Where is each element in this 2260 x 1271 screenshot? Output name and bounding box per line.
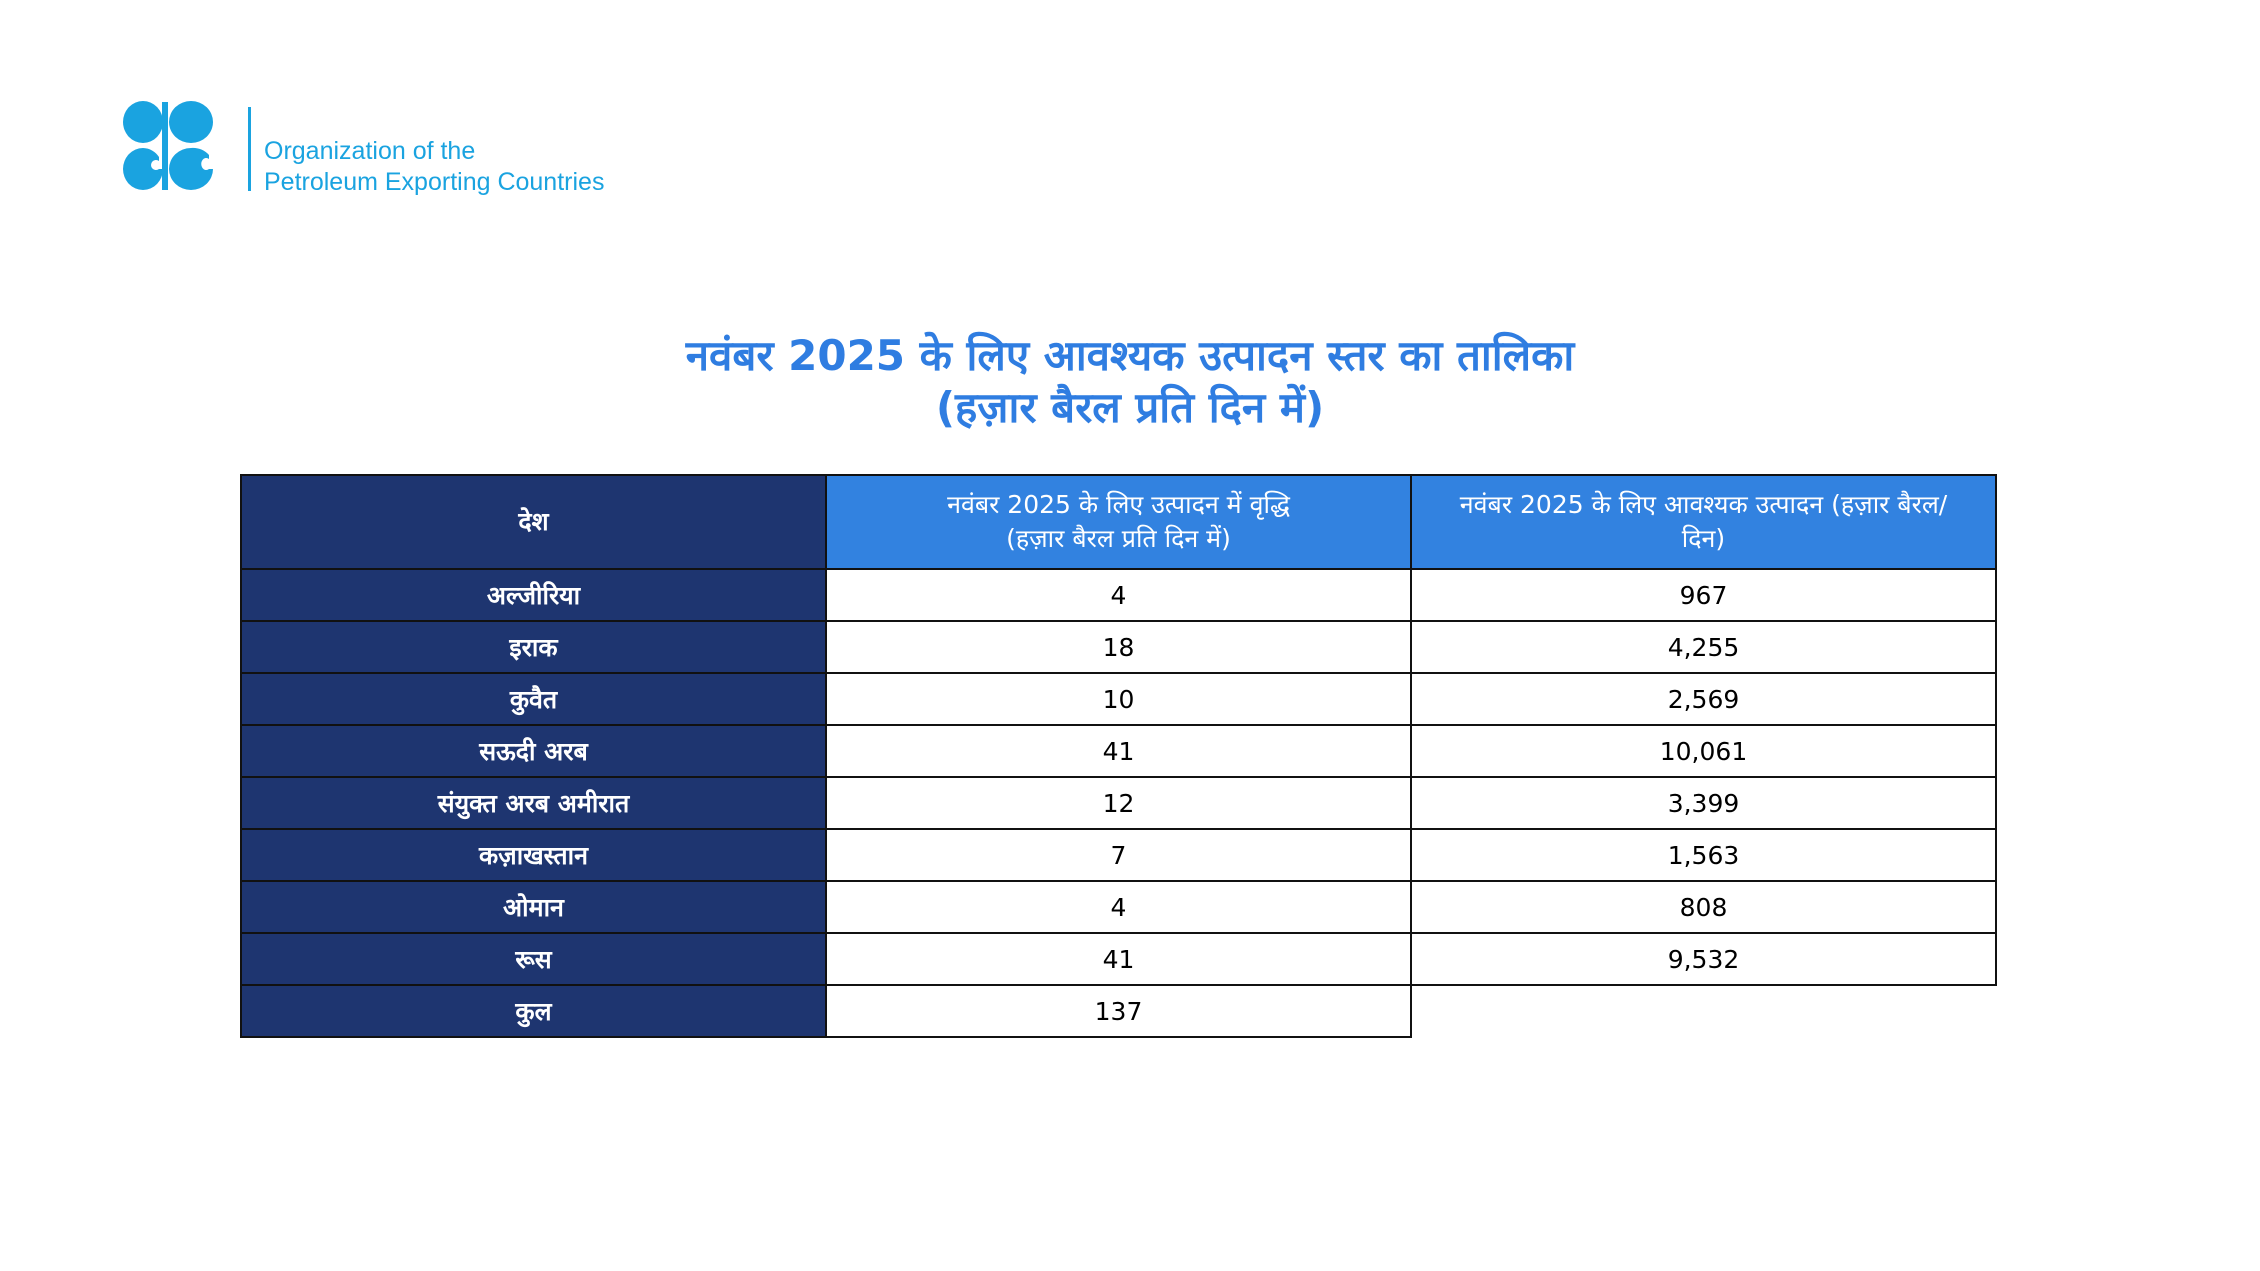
- increase-cell: 41: [825, 932, 1412, 986]
- org-name-line1: Organization of the: [264, 137, 476, 165]
- header-increase-line2: (हज़ार बैरल प्रति दिन में): [1006, 524, 1231, 553]
- table-row: रूस 41 9,532: [240, 932, 1997, 986]
- page-title: नवंबर 2025 के लिए आवश्यक उत्पादन स्तर का…: [0, 330, 2260, 434]
- country-cell: ओमान: [240, 880, 827, 934]
- country-cell: अल्जीरिया: [240, 568, 827, 622]
- logo-divider: [248, 107, 251, 191]
- organization-name: Organization of the Petroleum Exporting …: [264, 136, 604, 198]
- header-country: देश: [240, 474, 827, 570]
- increase-cell: 10: [825, 672, 1412, 726]
- table-row: ओमान 4 808: [240, 880, 1997, 934]
- total-increase: 137: [825, 984, 1412, 1038]
- increase-cell: 4: [825, 880, 1412, 934]
- required-cell: 967: [1410, 568, 1997, 622]
- table-row: संयुक्त अरब अमीरात 12 3,399: [240, 776, 1997, 830]
- table-row: कुवैत 10 2,569: [240, 672, 1997, 726]
- required-cell: 808: [1410, 880, 1997, 934]
- country-cell: कज़ाखस्तान: [240, 828, 827, 882]
- country-cell: सऊदी अरब: [240, 724, 827, 778]
- increase-cell: 18: [825, 620, 1412, 674]
- required-cell: 9,532: [1410, 932, 1997, 986]
- country-cell: संयुक्त अरब अमीरात: [240, 776, 827, 830]
- country-cell: रूस: [240, 932, 827, 986]
- country-cell: इराक: [240, 620, 827, 674]
- increase-cell: 41: [825, 724, 1412, 778]
- title-line1: नवंबर 2025 के लिए आवश्यक उत्पादन स्तर का…: [685, 331, 1575, 380]
- header-required: नवंबर 2025 के लिए आवश्यक उत्पादन (हज़ार …: [1410, 474, 1997, 570]
- table-row: कज़ाखस्तान 7 1,563: [240, 828, 1997, 882]
- header-increase-line1: नवंबर 2025 के लिए उत्पादन में वृद्धि: [947, 490, 1290, 519]
- increase-cell: 7: [825, 828, 1412, 882]
- increase-cell: 4: [825, 568, 1412, 622]
- required-cell: 4,255: [1410, 620, 1997, 674]
- header-increase: नवंबर 2025 के लिए उत्पादन में वृद्धि (हज़…: [825, 474, 1412, 570]
- table-header-row: देश नवंबर 2025 के लिए उत्पादन में वृद्धि…: [240, 474, 1997, 570]
- org-name-line2: Petroleum Exporting Countries: [264, 168, 605, 196]
- production-table: देश नवंबर 2025 के लिए उत्पादन में वृद्धि…: [240, 474, 1997, 1038]
- required-cell: 3,399: [1410, 776, 1997, 830]
- increase-cell: 12: [825, 776, 1412, 830]
- table-row: इराक 18 4,255: [240, 620, 1997, 674]
- opec-logo: [123, 101, 213, 190]
- required-cell: 2,569: [1410, 672, 1997, 726]
- required-cell: 1,563: [1410, 828, 1997, 882]
- table-row: सऊदी अरब 41 10,061: [240, 724, 1997, 778]
- title-line2: (हज़ार बैरल प्रति दिन में): [935, 383, 1325, 432]
- empty-cell: [1411, 985, 1996, 1037]
- table-row: अल्जीरिया 4 967: [240, 568, 1997, 622]
- total-row: कुल 137: [240, 984, 1996, 1038]
- total-label: कुल: [240, 984, 827, 1038]
- required-cell: 10,061: [1410, 724, 1997, 778]
- country-cell: कुवैत: [240, 672, 827, 726]
